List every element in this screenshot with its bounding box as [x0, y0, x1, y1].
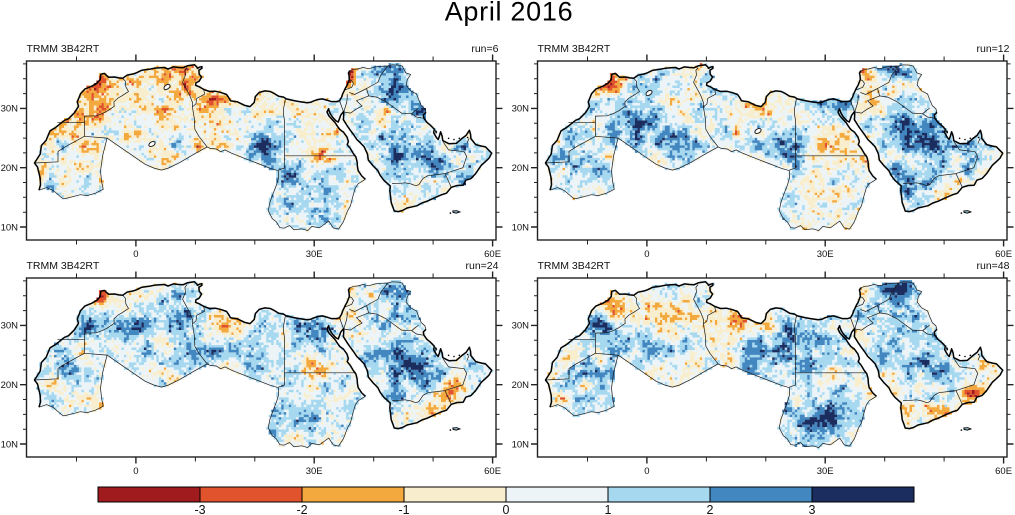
svg-text:30E: 30E	[306, 249, 323, 260]
svg-text:10N: 10N	[512, 222, 530, 233]
svg-text:2: 2	[707, 503, 714, 515]
svg-text:0: 0	[644, 249, 649, 260]
svg-text:3: 3	[809, 503, 816, 515]
svg-text:20N: 20N	[512, 380, 530, 391]
svg-text:run=12: run=12	[977, 43, 1010, 55]
svg-text:20N: 20N	[1, 380, 19, 391]
svg-text:1: 1	[605, 503, 612, 515]
svg-text:30E: 30E	[817, 466, 834, 477]
svg-text:10N: 10N	[512, 439, 530, 450]
svg-text:30E: 30E	[817, 249, 834, 260]
svg-text:30N: 30N	[512, 321, 530, 332]
svg-text:run=6: run=6	[471, 43, 498, 55]
svg-text:60E: 60E	[484, 466, 501, 477]
svg-text:April 2016: April 2016	[445, 0, 574, 27]
svg-text:-3: -3	[194, 503, 205, 515]
svg-text:20N: 20N	[1, 163, 19, 174]
svg-text:TRMM 3B42RT: TRMM 3B42RT	[538, 260, 611, 272]
svg-text:TRMM 3B42RT: TRMM 3B42RT	[27, 260, 100, 272]
svg-text:0: 0	[644, 466, 649, 477]
svg-text:10N: 10N	[1, 222, 19, 233]
svg-text:60E: 60E	[484, 249, 501, 260]
svg-text:60E: 60E	[995, 466, 1012, 477]
svg-text:TRMM 3B42RT: TRMM 3B42RT	[27, 43, 100, 55]
svg-text:10N: 10N	[1, 439, 19, 450]
svg-text:-1: -1	[398, 503, 409, 515]
svg-text:0: 0	[503, 503, 510, 515]
svg-text:20N: 20N	[512, 163, 530, 174]
svg-text:run=48: run=48	[977, 260, 1010, 272]
svg-text:0: 0	[133, 466, 138, 477]
svg-text:0: 0	[133, 249, 138, 260]
svg-text:TRMM 3B42RT: TRMM 3B42RT	[538, 43, 611, 55]
svg-text:30N: 30N	[1, 321, 19, 332]
svg-text:30N: 30N	[512, 104, 530, 115]
svg-text:-2: -2	[296, 503, 307, 515]
svg-text:30N: 30N	[1, 104, 19, 115]
svg-text:60E: 60E	[995, 249, 1012, 260]
svg-text:run=24: run=24	[466, 260, 499, 272]
svg-text:30E: 30E	[306, 466, 323, 477]
